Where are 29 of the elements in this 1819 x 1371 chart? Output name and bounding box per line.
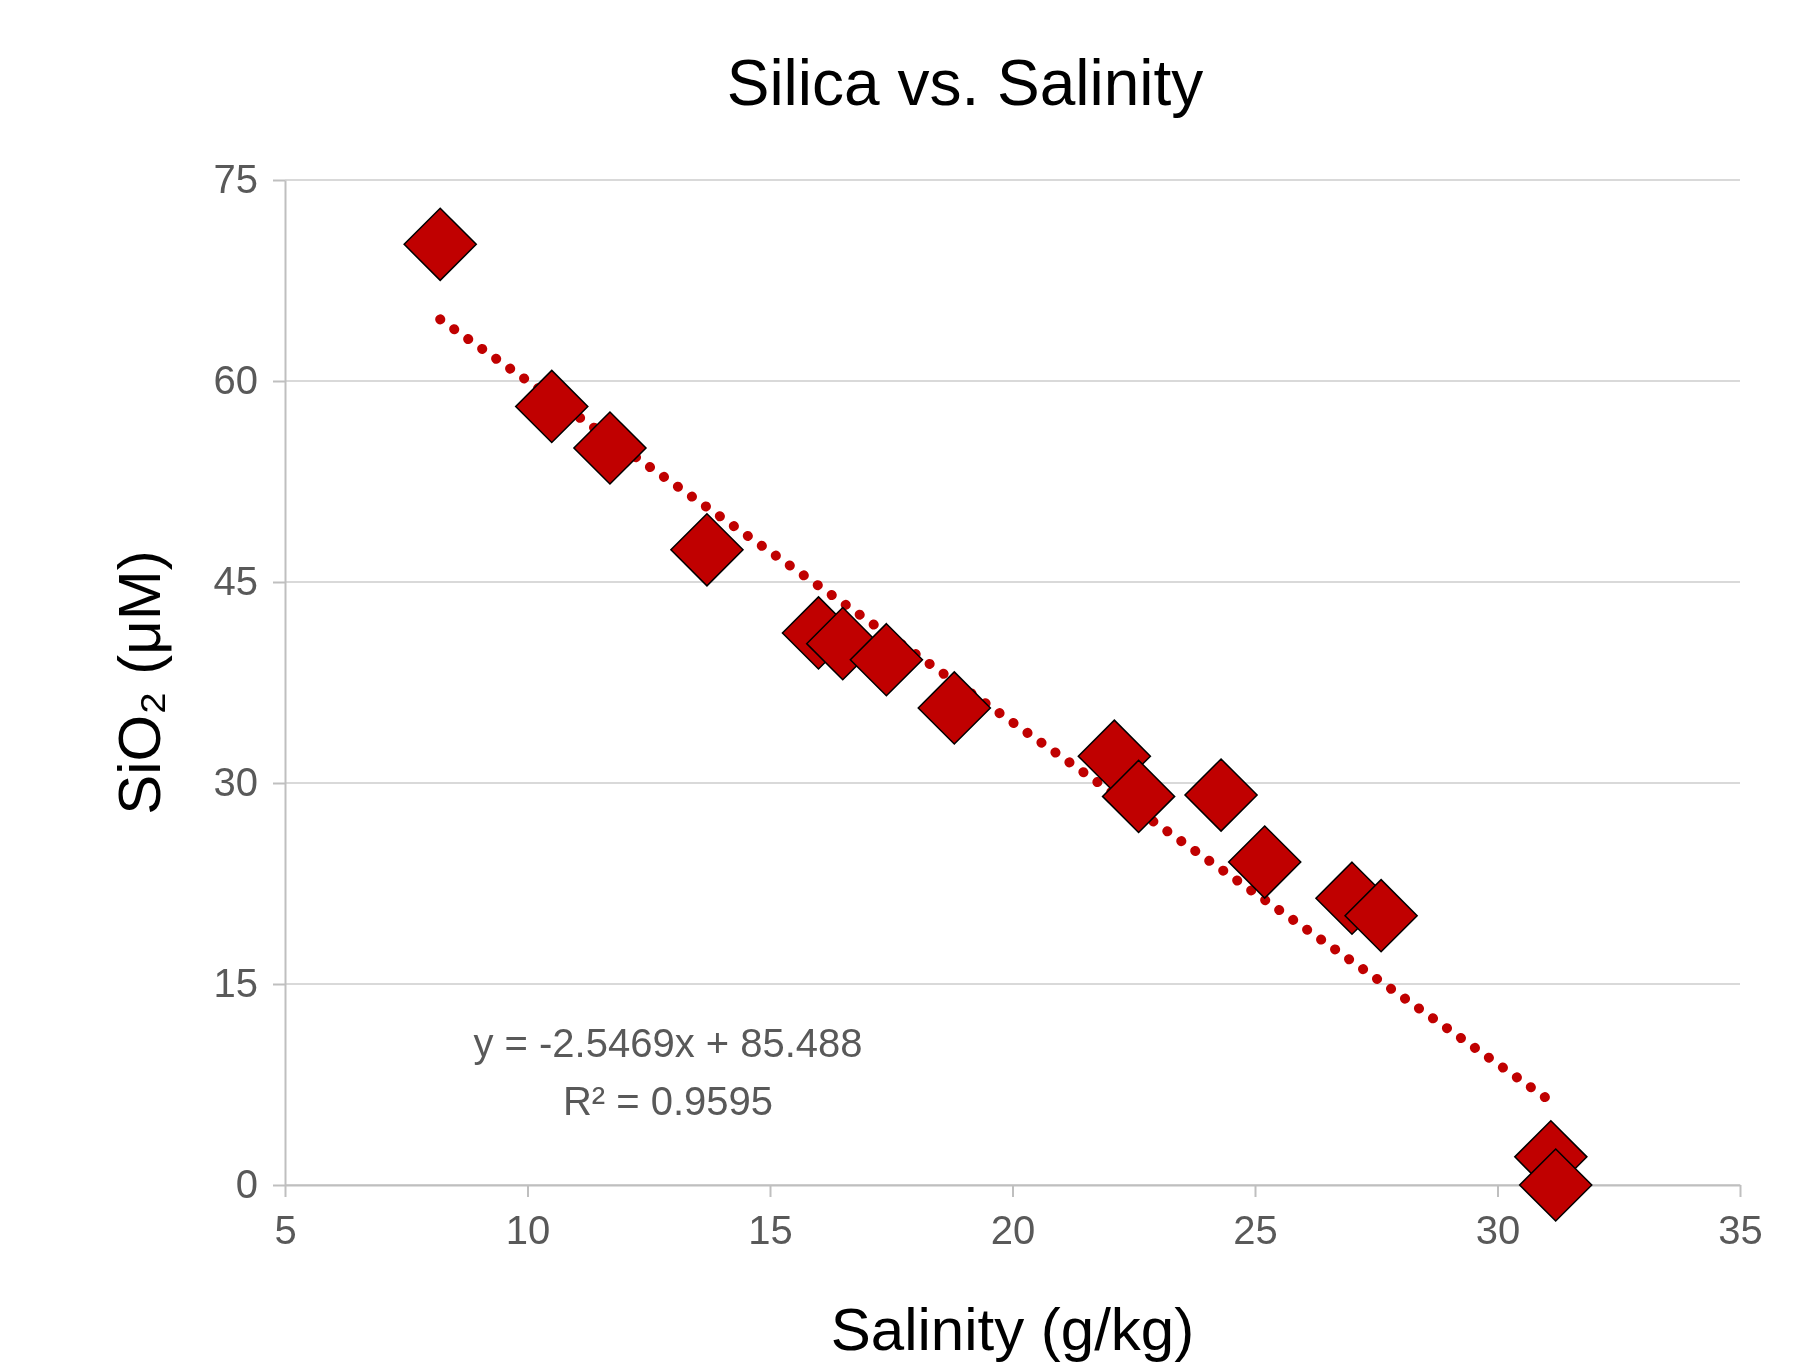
x-tick-label: 25: [1233, 1208, 1278, 1252]
point: [403, 207, 478, 282]
x-tick-label: 15: [748, 1208, 793, 1252]
point: [1518, 1148, 1593, 1222]
point: [1101, 759, 1176, 834]
point: [670, 513, 744, 587]
x-tick-label: 30: [1475, 1208, 1521, 1252]
y-tick-label: 45: [213, 559, 258, 604]
point: [514, 369, 589, 444]
annotation: y = -2.5469x + 85.488: [473, 1021, 863, 1065]
x-axis-title: Salinity (g/kg): [830, 1296, 1195, 1363]
x-tick-label: 10: [505, 1208, 551, 1252]
y-tick-label: 60: [213, 358, 258, 403]
y-tick-label: 15: [213, 961, 258, 1006]
point: [1184, 758, 1258, 832]
chart-title: Silica vs. Salinity: [726, 47, 1204, 119]
point: [849, 622, 924, 697]
x-tick-label: 5: [274, 1208, 297, 1252]
point: [1227, 825, 1302, 899]
x-tick-label: 20: [990, 1208, 1036, 1252]
y-tick-label: 30: [213, 760, 258, 805]
y-axis-title: SiO₂ (μM): [106, 550, 173, 815]
point: [917, 671, 992, 745]
y-tick-label: 75: [213, 157, 258, 202]
point: [1344, 878, 1418, 953]
x-tick-label: 35: [1718, 1208, 1763, 1252]
annotation: R² = 0.9595: [562, 1079, 774, 1123]
point: [573, 411, 647, 485]
y-tick-label: 0: [235, 1162, 258, 1207]
